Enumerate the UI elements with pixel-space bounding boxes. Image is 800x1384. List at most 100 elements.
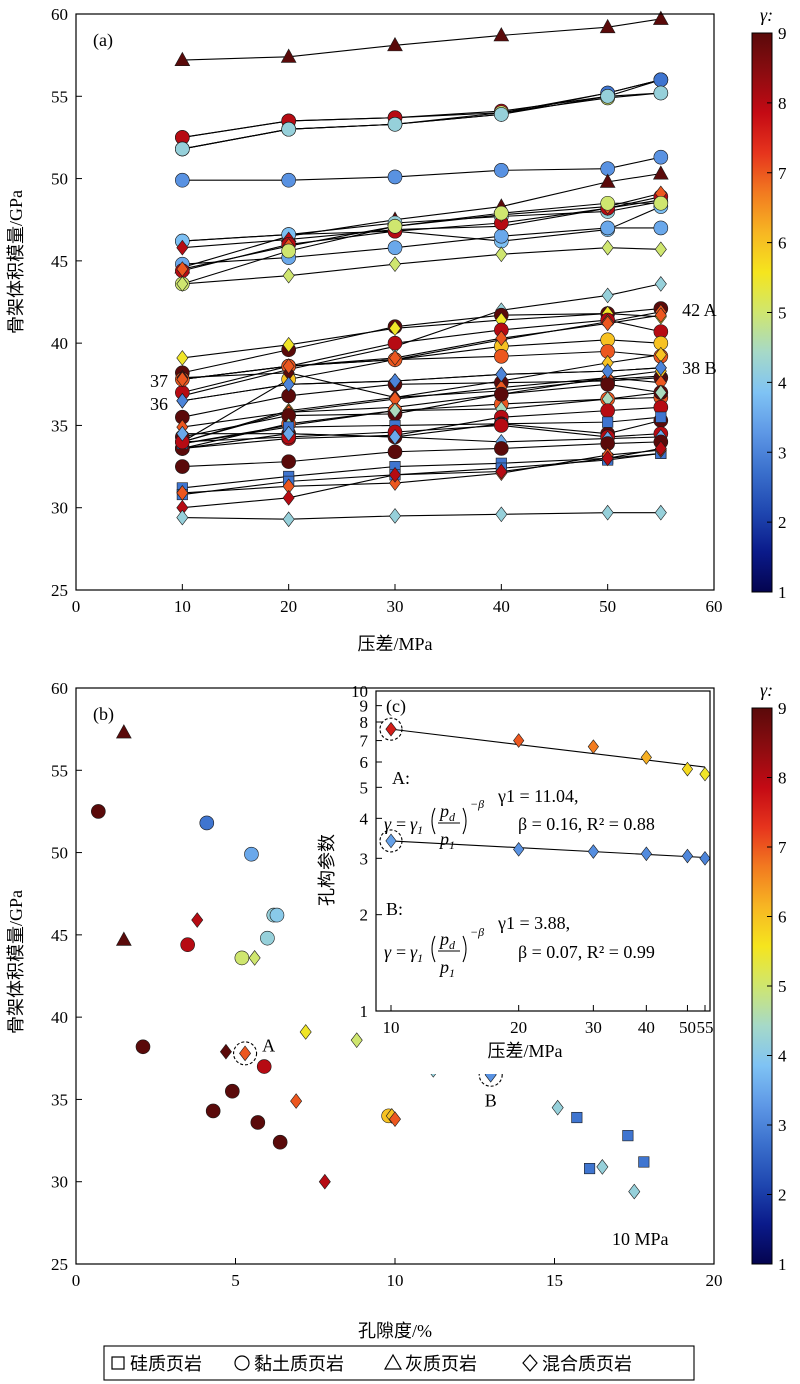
data-point (495, 330, 508, 347)
data-point (640, 750, 652, 765)
data-point (281, 121, 296, 137)
series-line (182, 79, 661, 138)
colorbar-a: γ: 9 8 7 6 5 4 3 2 1 (751, 5, 787, 602)
data-point (389, 256, 401, 272)
legend-box (103, 1345, 695, 1381)
panel-b-ylabel: 骨架体积模量/GPa (6, 890, 26, 1034)
data-point (494, 107, 509, 122)
svg-text:=: = (396, 942, 406, 962)
panel-a-axes: 0 10 20 30 40 50 60 25 30 35 40 45 50 55 60 (51, 5, 723, 616)
data-point (654, 307, 667, 324)
colorbar-title: γ: (760, 680, 773, 700)
data-point (176, 350, 189, 366)
panel-c-xtick-label: 10 (383, 1018, 400, 1037)
panel-a-xtick-label: 60 (706, 597, 723, 616)
series-line (182, 377, 661, 418)
colorbar-tick-label: 8 (778, 94, 787, 113)
data-point (385, 833, 397, 849)
inset-background (372, 691, 710, 1074)
data-point (115, 931, 132, 946)
panel-c-ytick-label: 4 (360, 809, 369, 828)
series-line (182, 227, 661, 265)
data-point (599, 173, 616, 188)
data-point (176, 425, 189, 442)
series-line (182, 449, 661, 494)
data-point (601, 363, 614, 379)
data-point (350, 1032, 363, 1049)
series-line (182, 312, 661, 359)
data-point (269, 907, 285, 923)
data-point (272, 1134, 288, 1150)
series-line (182, 354, 661, 443)
data-point (653, 149, 669, 165)
data-point (699, 851, 711, 866)
panel-b-tag: (b) (93, 704, 114, 725)
data-point (318, 1173, 331, 1190)
colorbar-tick-label: 7 (778, 164, 787, 183)
panel-c-frame (375, 690, 711, 1012)
panel-a-tag: (a) (93, 30, 113, 51)
marker-legend: 硅质页岩 黏土质页岩 灰质页岩 混合质页岩 (103, 1345, 695, 1381)
panel-c-ytick-label: 3 (360, 849, 369, 868)
fit-b-params: β = 0.07, R² = 0.99 (518, 942, 655, 962)
panel-a-xtick-label: 30 (387, 597, 404, 616)
data-point (652, 165, 669, 180)
series-annotation: 42 A (682, 300, 717, 320)
data-point (601, 287, 614, 304)
fit-a-label: A: (392, 768, 410, 788)
panel-c-xtick-label: 20 (510, 1018, 527, 1037)
series-line (182, 79, 661, 150)
data-point (389, 475, 401, 491)
panel-a-ytick-label: 40 (51, 334, 68, 353)
colorbar-tick-label: 1 (778, 583, 787, 602)
data-point (655, 411, 667, 423)
series-line (182, 79, 661, 138)
panel-b-xtick-label: 5 (231, 1271, 240, 1290)
panel-a-annotations: 42 A 38 B 37 36 (150, 300, 717, 414)
fit-b-formula: γ = γ1 pd p1 −β (384, 925, 484, 980)
data-point (389, 1111, 401, 1128)
series-line (182, 452, 661, 496)
panel-c-ytick-label: 1 (360, 1002, 369, 1021)
panel-a-ytick-label: 35 (51, 416, 68, 435)
panel-b-markers: AB (91, 724, 650, 1200)
data-point (387, 116, 403, 132)
colorbar-tick-label: 1 (778, 1255, 787, 1274)
panel-a-ytick-label: 60 (51, 5, 68, 24)
data-point (387, 335, 403, 351)
data-point (282, 376, 295, 393)
data-point (389, 373, 401, 389)
series-line (182, 247, 661, 285)
panel-b-xtick-label: 0 (72, 1271, 81, 1290)
highlight-ring (379, 717, 403, 741)
panel-a-frame (75, 13, 715, 591)
fit-b-gamma1: γ1 = 3.88, (497, 913, 570, 933)
legend-label: 硅质页岩 (130, 1354, 202, 1374)
data-point (638, 1156, 650, 1168)
panel-c-markers (379, 717, 711, 866)
series-line (182, 424, 661, 443)
legend-triangle-icon (383, 1353, 403, 1370)
series-line (182, 512, 661, 520)
series-line (182, 447, 661, 509)
legend-label: 黏土质页岩 (254, 1354, 344, 1374)
data-point (495, 366, 508, 383)
panel-c-tag: (c) (386, 696, 406, 717)
svg-text:γ: γ (384, 942, 392, 962)
panel-b-xlabel: 孔隙度/% (358, 1321, 432, 1341)
series-line (182, 314, 661, 380)
data-point (175, 172, 190, 188)
data-point (176, 371, 189, 388)
panel-a-xtick-label: 10 (174, 597, 191, 616)
data-point (91, 804, 106, 819)
fit-b-equation: B: γ = γ1 pd p1 −β γ1 = 3.88, β = 0.07, … (384, 899, 655, 980)
data-point (495, 246, 508, 263)
colorbar-tick-label: 3 (778, 1116, 787, 1135)
data-point (256, 1059, 272, 1074)
panel-b-ytick-label: 60 (51, 679, 68, 698)
data-point (234, 950, 250, 966)
data-point (622, 1130, 634, 1142)
panel-a-xtick-label: 20 (280, 597, 297, 616)
data-point (513, 733, 525, 748)
